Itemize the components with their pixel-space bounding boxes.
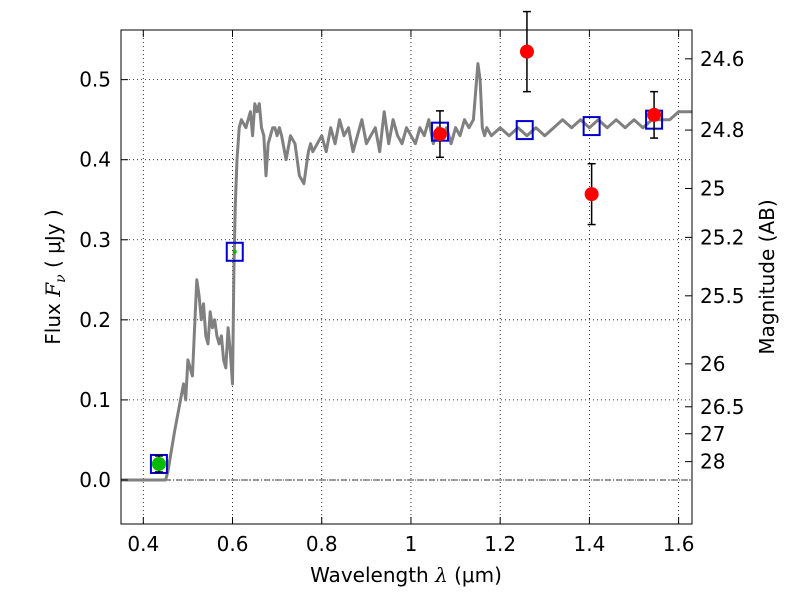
observed-flux-point [584, 187, 599, 202]
x-tick-label: 0.6 [217, 532, 249, 556]
model-spectrum [121, 62, 692, 482]
y-tick-label: 0.3 [79, 228, 111, 252]
magnitude-tick-label: 25 [700, 177, 725, 201]
observed-flux-point [151, 456, 166, 471]
y-tick-label: 0.0 [79, 468, 111, 492]
magnitude-tick-label: 26 [700, 352, 725, 376]
magnitude-tick-label: 25.5 [700, 284, 745, 308]
y-tick-label: 0.1 [79, 388, 111, 412]
plot-frame [120, 29, 693, 525]
observed-flux-point [232, 249, 237, 254]
x-axis-label: Wavelength λ (μm) [310, 563, 502, 587]
observed-flux-point [432, 127, 447, 142]
y-axis-label: Flux Fν ( μJy ) [41, 209, 69, 344]
spectrum-line [121, 62, 692, 482]
magnitude-tick-label: 24.6 [700, 47, 745, 71]
x-tick-label: 0.4 [127, 532, 159, 556]
magnitude-tick-label: 26.5 [700, 395, 745, 419]
model-photometry-square [149, 453, 168, 474]
magnitude-tick-label: 24.8 [700, 118, 745, 142]
x-tick-label: 1 [405, 532, 418, 556]
y2-axis-label: Magnitude (AB) [755, 199, 779, 354]
model-photometry-square [515, 120, 534, 141]
model-photometry-square [582, 116, 601, 137]
y-tick-label: 0.5 [79, 68, 111, 92]
axis-ticks: 0.4 0.6 0.8 1 1.2 1.4 1.6 0.0 0.1 0.2 0.3 0.4 0.5 24.… [79, 30, 745, 556]
y-tick-label: 0.2 [79, 308, 111, 332]
y-tick-label: 0.4 [79, 148, 111, 172]
x-tick-label: 1.2 [484, 532, 516, 556]
model-photometry-square [225, 241, 244, 262]
magnitude-tick-label: 27 [700, 422, 725, 446]
magnitude-tick-label: 28 [700, 450, 725, 474]
magnitude-tick-label: 25.2 [700, 225, 745, 249]
grid-lines [121, 30, 692, 524]
photometry-markers [149, 10, 664, 474]
observed-flux-point [519, 44, 534, 59]
observed-flux-point [647, 107, 662, 122]
x-tick-label: 1.6 [663, 532, 695, 556]
x-tick-label: 0.8 [306, 532, 338, 556]
x-tick-label: 1.4 [573, 532, 605, 556]
